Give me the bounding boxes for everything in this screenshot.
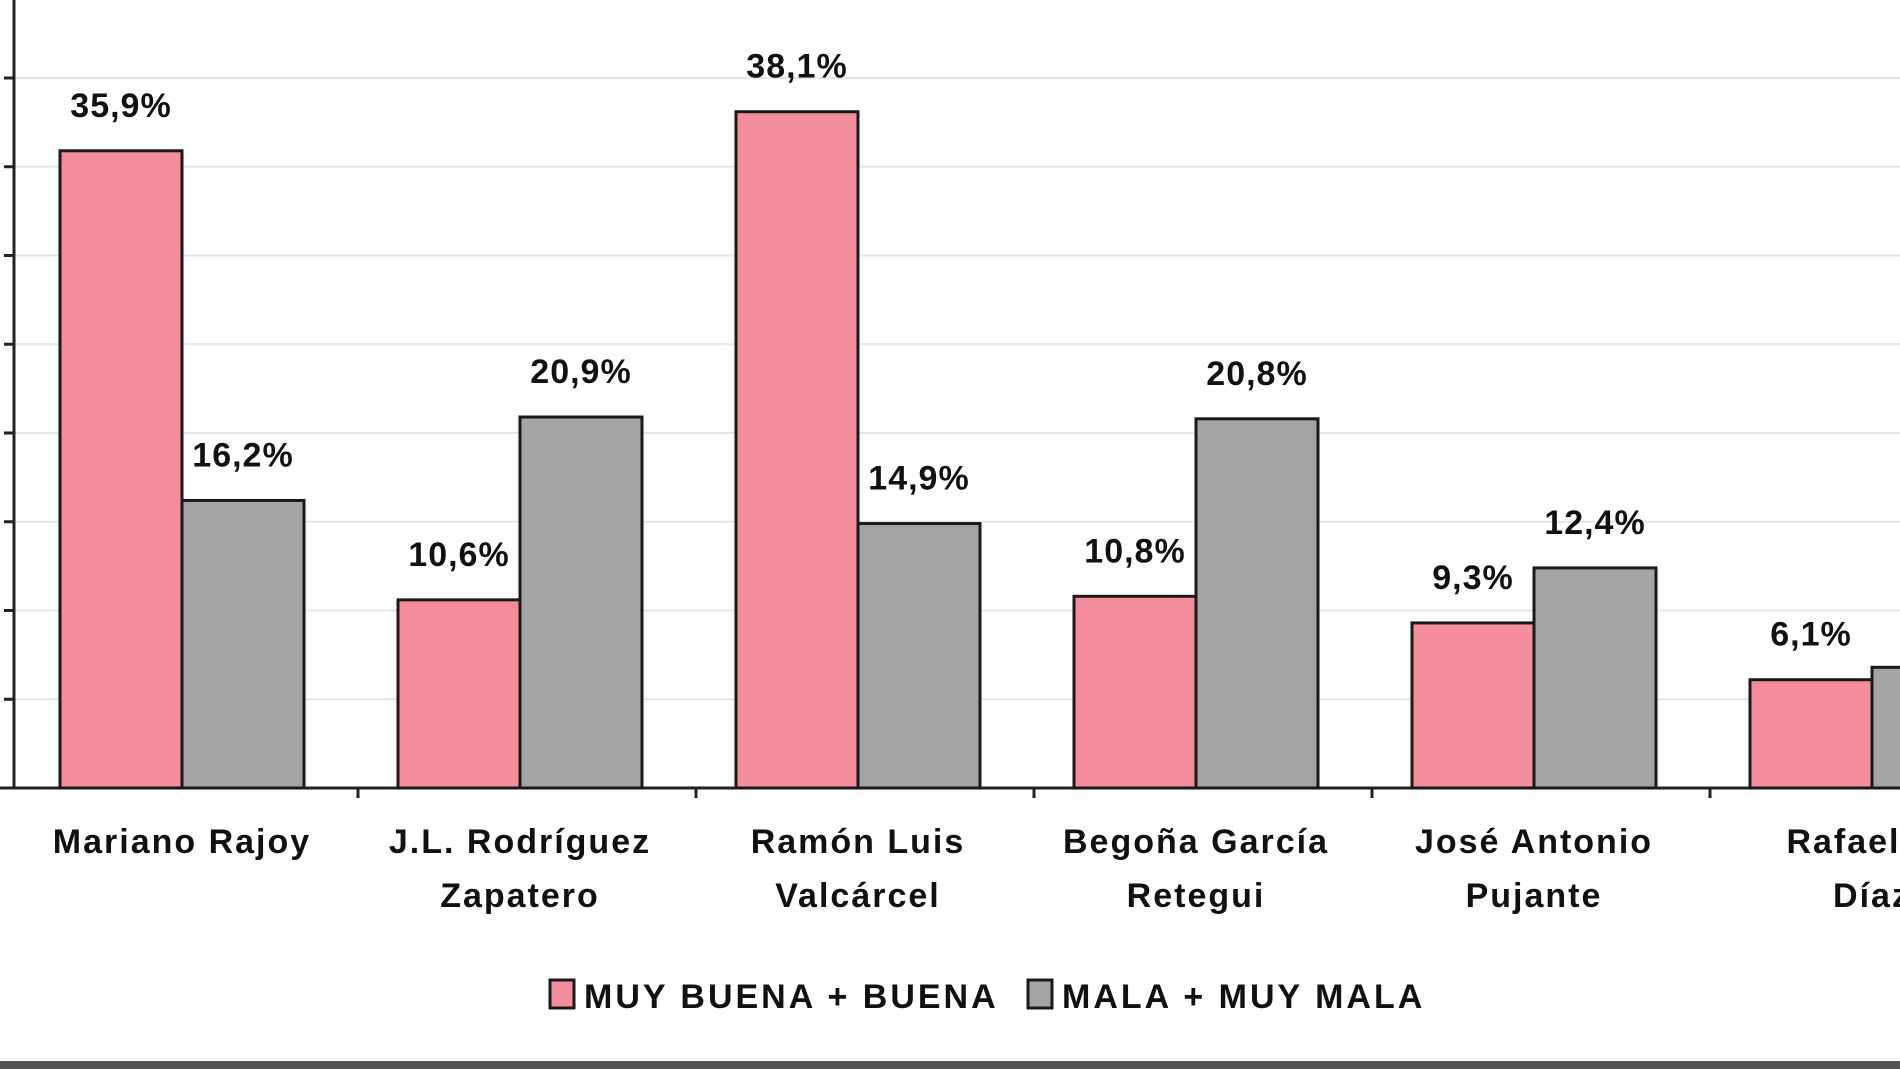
bar <box>58 149 184 790</box>
data-label: 14,9% <box>868 460 969 498</box>
category-label: Zapatero <box>440 877 600 915</box>
data-label: 6,1% <box>1770 616 1852 654</box>
bar <box>1410 621 1536 790</box>
data-label: 20,9% <box>530 353 631 391</box>
bar <box>180 498 306 790</box>
legend-swatch <box>548 978 576 1010</box>
data-label: 16,2% <box>192 436 293 474</box>
data-label: 38,1% <box>746 48 847 86</box>
category-label: Retegui <box>1127 877 1266 915</box>
bar <box>856 522 982 790</box>
bar <box>1870 665 1900 790</box>
bar <box>734 110 860 790</box>
data-label: 10,8% <box>1084 532 1185 570</box>
data-label: 20,8% <box>1206 355 1307 393</box>
legend-label: MALA + MUY MALA <box>1062 978 1425 1016</box>
bar <box>1194 417 1320 790</box>
category-label: Begoña García <box>1063 823 1329 861</box>
bar <box>396 598 522 790</box>
bar <box>1072 594 1198 790</box>
category-label: Ramón Luis <box>751 823 966 861</box>
legend-swatch <box>1026 978 1054 1010</box>
category-label: José Antonio <box>1415 823 1653 861</box>
legend-label: MUY BUENA + BUENA <box>584 978 999 1016</box>
category-label: Pujante <box>1466 877 1603 915</box>
category-label: Rafael Sá <box>1786 823 1900 861</box>
category-label: Mariano Rajoy <box>53 823 311 861</box>
bar <box>1532 566 1658 790</box>
category-label: Díaz <box>1833 877 1900 915</box>
data-label: 35,9% <box>70 87 171 125</box>
bottom-border <box>0 1061 1900 1069</box>
data-label: 10,6% <box>408 536 509 574</box>
data-label: 12,4% <box>1544 504 1645 542</box>
category-label: Valcárcel <box>775 877 940 915</box>
category-label: J.L. Rodríguez <box>389 823 651 861</box>
bar <box>1748 678 1874 790</box>
bar <box>518 415 644 790</box>
data-label: 9,3% <box>1432 559 1514 597</box>
